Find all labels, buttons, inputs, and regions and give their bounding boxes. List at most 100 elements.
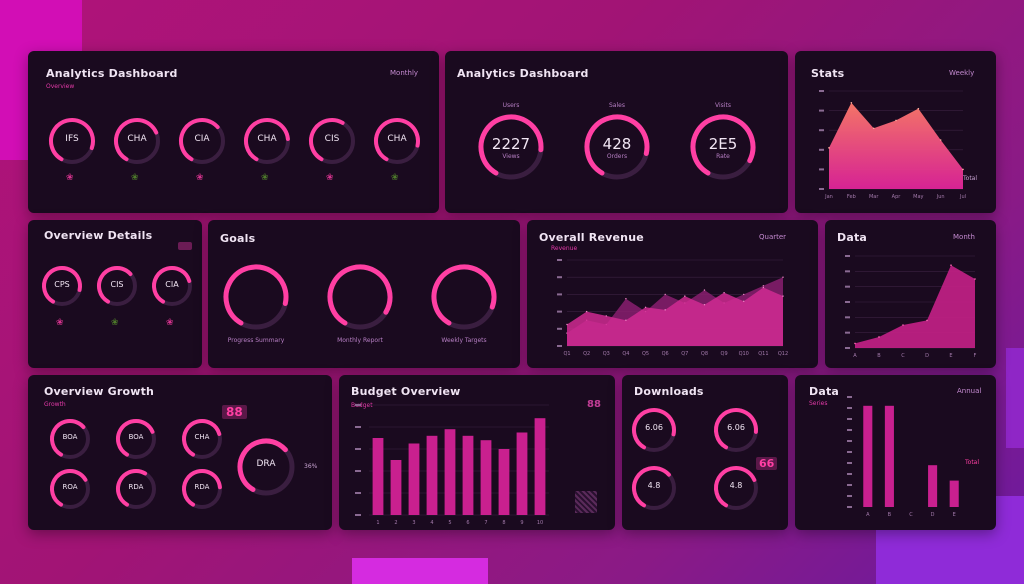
- ring-label: 4.8: [729, 481, 743, 490]
- bar: [534, 418, 546, 515]
- period-selector[interactable]: Annual: [957, 387, 982, 395]
- ring-gauge: [237, 438, 295, 496]
- data-point: [828, 147, 830, 149]
- bar: [949, 480, 959, 507]
- ring-caption: Monthly Report: [337, 337, 383, 344]
- revenue-area-chart: Q1 Q2 Q3 Q4 Q5 Q6 Q7 Q8 Q9 Q10 Q11 Q12: [557, 259, 788, 357]
- ring-label: 6.06: [727, 423, 745, 432]
- period-selector[interactable]: Quarter: [759, 233, 787, 241]
- y-tick-mark: [557, 327, 562, 330]
- data-point: [939, 139, 942, 141]
- x-tick-label: D: [925, 353, 929, 359]
- ring-label: ROA: [62, 483, 78, 491]
- ring-progress: [714, 466, 758, 510]
- panel-title: Analytics Dashboard: [46, 67, 178, 80]
- bar: [863, 405, 873, 507]
- bar: [480, 440, 492, 515]
- ring-progress: [116, 419, 156, 459]
- panel-subtitle: Series: [809, 400, 828, 407]
- y-tick-mark: [557, 276, 562, 279]
- leaf-icon: ❀: [131, 173, 139, 183]
- ring-gauge: [244, 118, 290, 164]
- ring-gauge: [50, 469, 90, 509]
- ring-gauge: [179, 118, 225, 164]
- ring-top-label: Sales: [609, 102, 625, 109]
- x-tick-label: Q6: [662, 351, 669, 357]
- leaf-icon: ❀: [261, 173, 269, 183]
- bar: [498, 449, 510, 515]
- ring-label: 4.8: [647, 481, 661, 490]
- y-tick-mark: [847, 396, 852, 398]
- ring-progress: [632, 408, 676, 452]
- ring-label: CIS: [324, 134, 340, 144]
- x-tick-label: 10: [537, 520, 543, 526]
- data-point: [644, 306, 647, 308]
- ring-gauge: [50, 419, 90, 459]
- y-tick-mark: [847, 407, 852, 409]
- y-tick-mark: [845, 270, 850, 273]
- y-tick-mark: [355, 492, 361, 494]
- ring-gauge: [49, 118, 95, 164]
- y-tick-mark: [355, 448, 361, 450]
- y-tick-mark: [845, 347, 850, 349]
- area-series: [829, 102, 963, 189]
- ring-progress: [309, 118, 355, 164]
- y-tick-mark: [845, 316, 850, 319]
- y-tick-mark: [847, 473, 852, 475]
- ring-sub-label: Rate: [716, 153, 730, 160]
- badge: 88: [222, 405, 247, 419]
- data-point: [585, 310, 588, 313]
- ring-progress: [237, 438, 295, 496]
- bar: [372, 438, 384, 515]
- ring-progress: [42, 266, 82, 306]
- y-tick-mark: [819, 90, 824, 92]
- legend-label: Total: [963, 175, 978, 182]
- leaf-icon: ❀: [111, 318, 119, 328]
- x-tick-label: C: [909, 512, 913, 518]
- y-tick-mark: [355, 514, 361, 516]
- ring-gauge: [584, 114, 650, 180]
- ring-label: CHA: [194, 433, 210, 441]
- period-selector[interactable]: Monthly: [390, 69, 419, 77]
- panel-overview-details: Overview Details CPS ❀ CIS ❀ CIA ❀: [28, 220, 202, 368]
- y-tick-mark: [819, 168, 824, 171]
- data-point: [854, 342, 856, 345]
- ring-progress: [327, 264, 393, 330]
- x-tick-label: May: [913, 194, 923, 200]
- data-point: [723, 291, 725, 294]
- area-series-2: [567, 287, 783, 346]
- x-tick-label: Q11: [758, 351, 768, 357]
- ring-label: CHA: [387, 134, 407, 144]
- ring-gauge: [632, 408, 676, 452]
- badge: 66: [756, 457, 778, 470]
- leaf-icon: ❀: [56, 318, 64, 328]
- y-tick-mark: [847, 506, 852, 508]
- x-tick-label: Q5: [642, 351, 649, 357]
- x-tick-label: C: [901, 353, 905, 359]
- ring-progress: [49, 118, 95, 164]
- x-tick-label: Q10: [739, 351, 749, 357]
- data-point: [703, 289, 706, 291]
- ring-label: CHA: [127, 134, 147, 144]
- panel-analytics-1: Analytics Dashboard Overview Monthly IFS…: [28, 51, 439, 213]
- data-point: [850, 101, 853, 104]
- x-tick-label: 7: [484, 520, 487, 526]
- x-tick-label: Q3: [603, 351, 610, 357]
- data-point: [902, 324, 904, 326]
- x-tick-label: E: [949, 353, 952, 359]
- period-selector[interactable]: Weekly: [949, 69, 975, 77]
- x-tick-label: E: [953, 512, 956, 518]
- ring-gauge: [374, 118, 420, 164]
- period-selector[interactable]: Month: [953, 233, 975, 241]
- y-tick-mark: [845, 285, 850, 288]
- x-tick-label: Jan: [824, 194, 833, 200]
- data-point: [605, 315, 607, 317]
- x-tick-label: 8: [502, 520, 505, 526]
- data-point: [962, 168, 964, 171]
- ring-gauge: [182, 469, 222, 509]
- x-tick-label: Q7: [681, 351, 688, 357]
- ring-progress: [431, 264, 497, 330]
- panel-title: Downloads: [634, 385, 704, 398]
- ring-gauge: [431, 264, 497, 330]
- budget-bar-chart: 1 2 3 4 5 6 7 8 9 10: [355, 404, 549, 526]
